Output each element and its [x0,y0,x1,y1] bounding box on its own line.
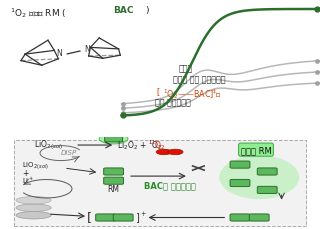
FancyBboxPatch shape [14,141,306,226]
Text: $^1$O$_2$——BAC]$^‡$의: $^1$O$_2$——BAC]$^‡$의 [163,87,222,101]
Text: 미변형 RM: 미변형 RM [241,145,271,155]
Ellipse shape [16,204,51,212]
Text: LiO$_2$$_{(sol)}$: LiO$_2$$_{(sol)}$ [34,138,63,152]
Text: $^1$O$_2$ 서양성 RM (: $^1$O$_2$ 서양성 RM ( [10,6,66,19]
Text: DISP: DISP [61,149,77,155]
Ellipse shape [219,156,299,199]
Text: $^1$O$_2$: $^1$O$_2$ [151,138,166,152]
Text: 다양한: 다양한 [179,64,193,73]
Text: N: N [84,45,90,54]
FancyBboxPatch shape [105,136,123,142]
Text: [: [ [157,87,160,95]
Text: +: + [22,168,29,177]
FancyBboxPatch shape [230,214,250,221]
Text: N: N [57,49,62,58]
FancyBboxPatch shape [257,186,277,194]
Circle shape [99,134,128,144]
Circle shape [168,150,183,155]
Text: Li$^+$: Li$^+$ [22,175,35,185]
Text: LiO$_2$$_{(sol)}$: LiO$_2$$_{(sol)}$ [22,160,50,170]
FancyBboxPatch shape [104,168,124,175]
Text: BAC의 가역사이클: BAC의 가역사이클 [144,180,196,189]
Text: 원하지 않는 경로에서의: 원하지 않는 경로에서의 [173,75,225,84]
Ellipse shape [16,197,51,204]
Ellipse shape [16,212,51,219]
FancyBboxPatch shape [249,214,269,221]
FancyBboxPatch shape [113,214,133,221]
FancyBboxPatch shape [230,180,250,187]
Text: RM: RM [108,184,120,194]
Text: 높은 자유에너지: 높은 자유에너지 [155,98,191,107]
FancyBboxPatch shape [257,168,277,175]
Text: ]$^+$: ]$^+$ [135,210,147,224]
FancyBboxPatch shape [96,214,116,221]
Text: BAC: BAC [114,6,134,15]
Text: ): ) [146,6,149,15]
FancyBboxPatch shape [230,161,250,169]
Text: Li$_2$O$_2$ + $^1$O$_2$: Li$_2$O$_2$ + $^1$O$_2$ [117,138,163,152]
FancyBboxPatch shape [104,177,124,185]
Text: [: [ [87,210,92,224]
Circle shape [156,150,172,155]
